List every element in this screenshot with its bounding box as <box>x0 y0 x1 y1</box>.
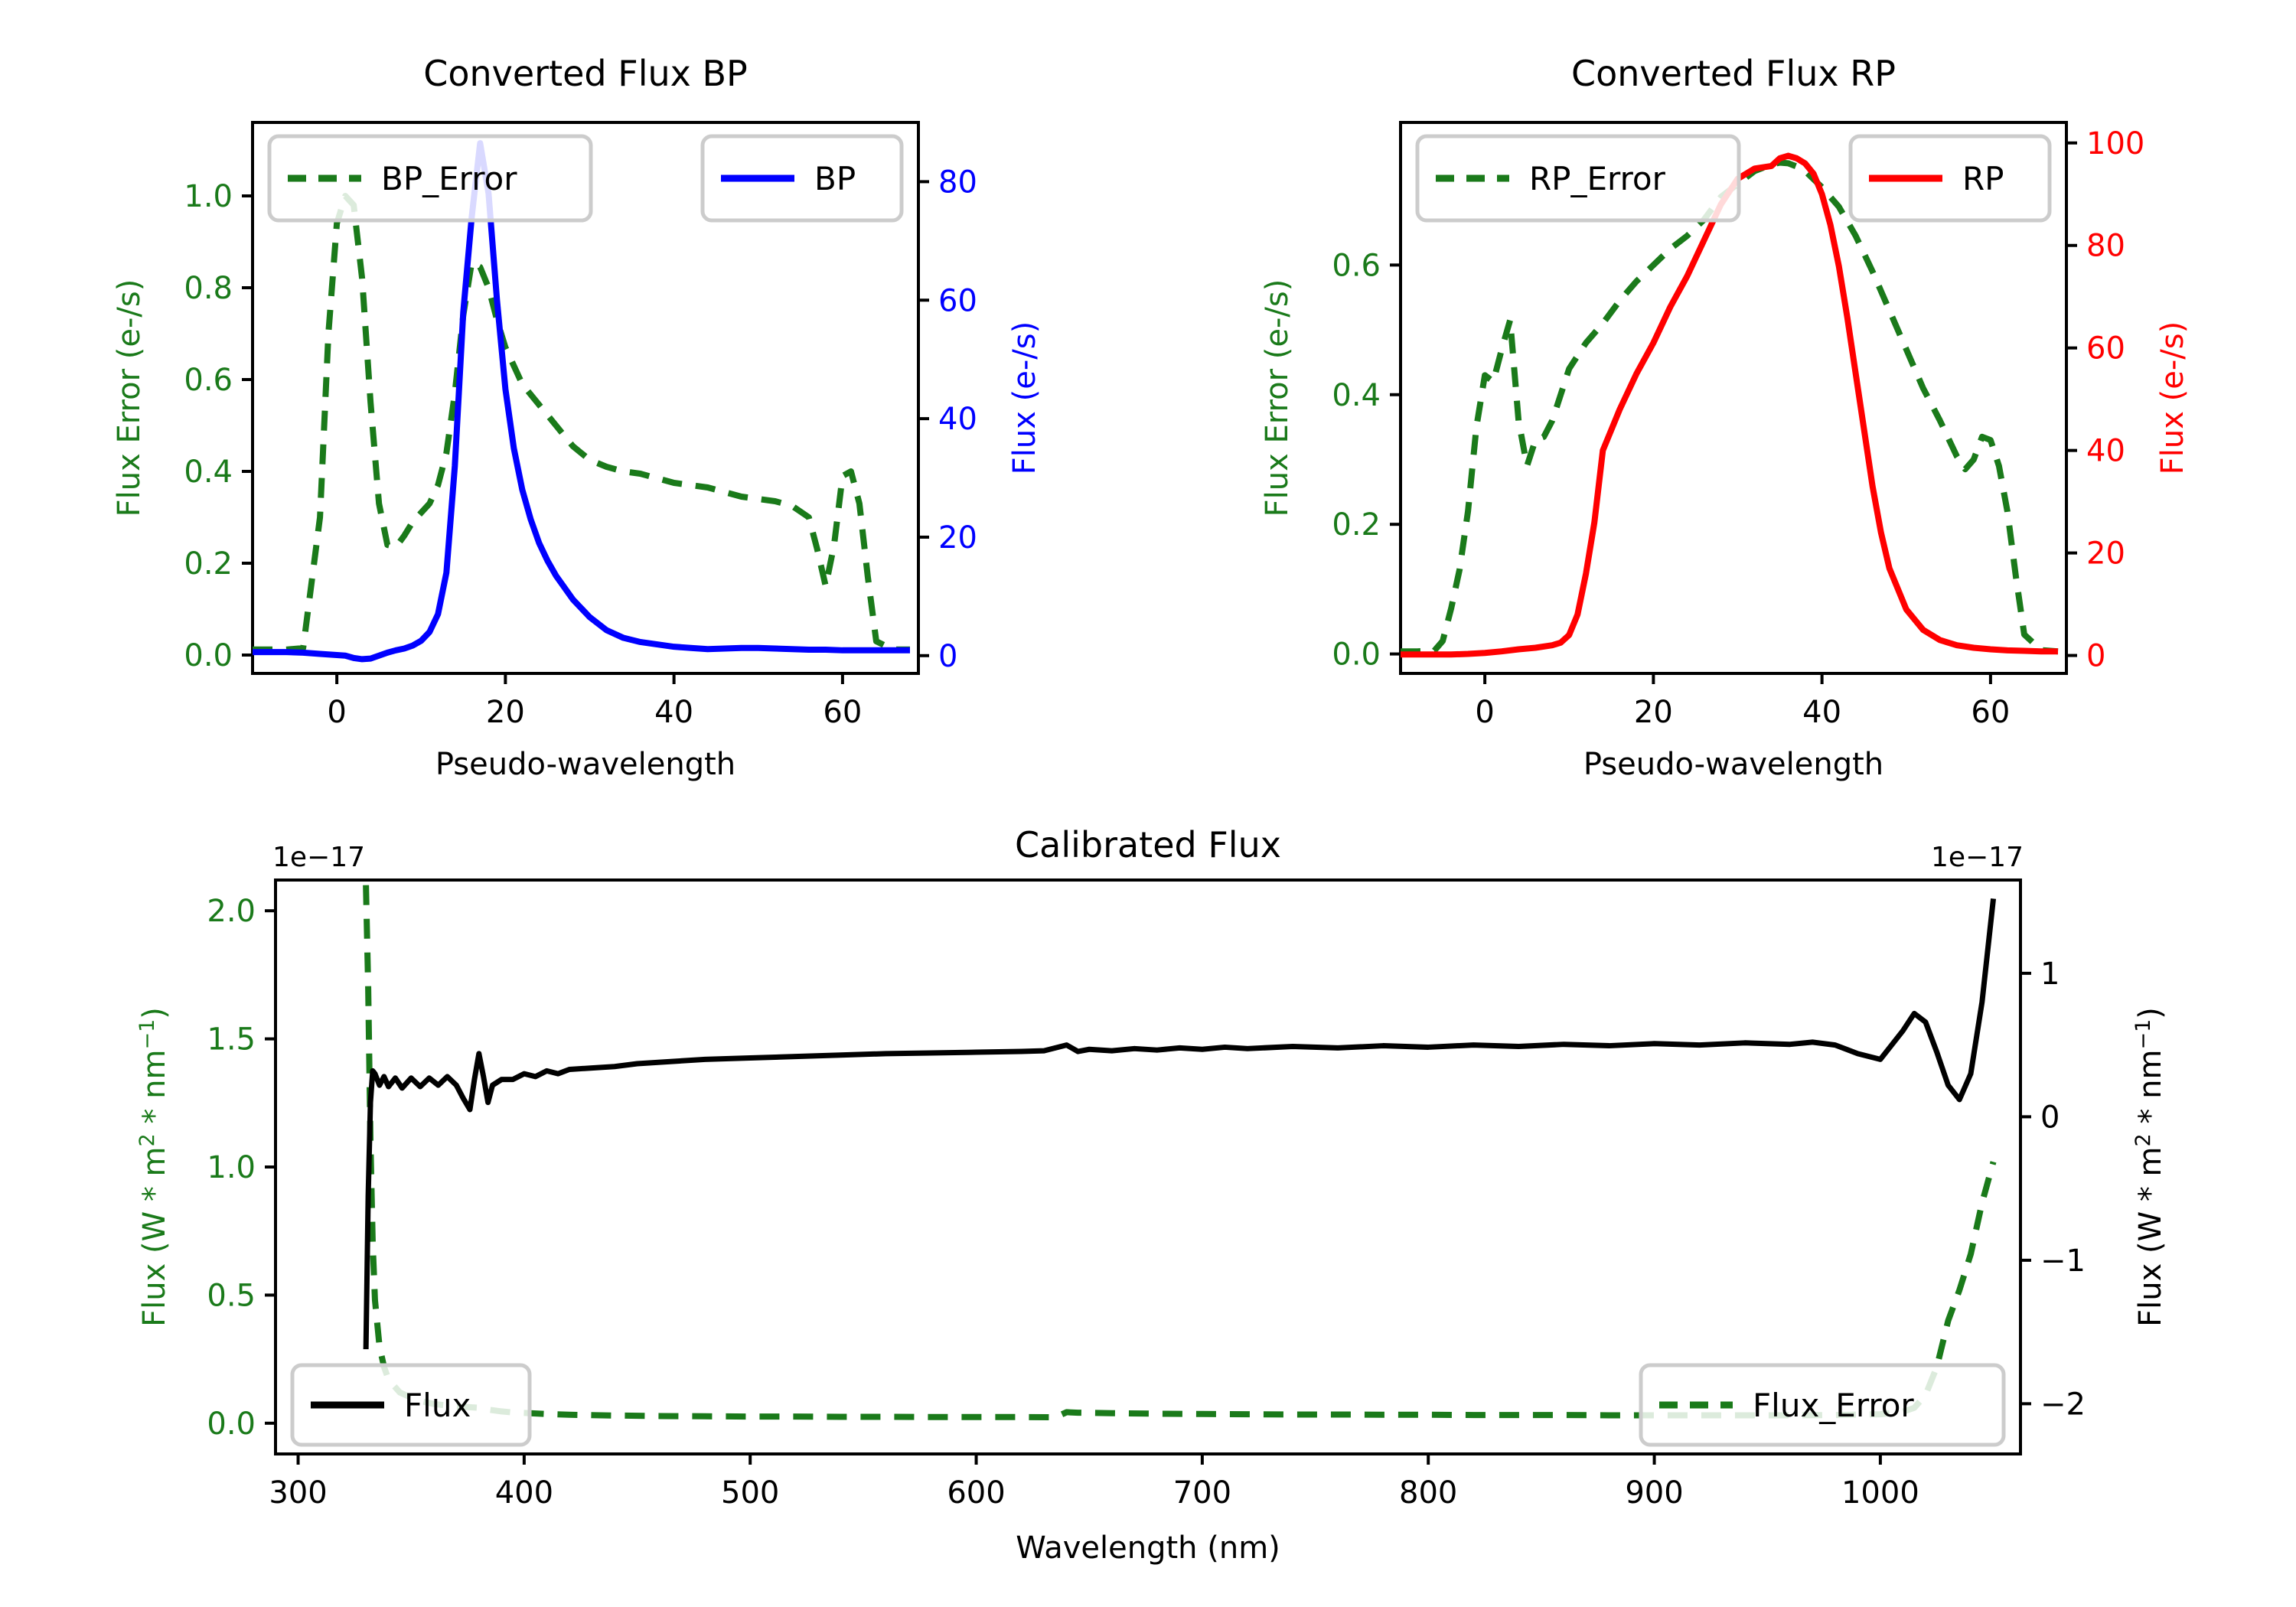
panel-title: Converted Flux BP <box>423 53 748 94</box>
series-group <box>253 140 910 663</box>
y-left-axis-label: Flux (W * m2 * nm−1) <box>135 1007 172 1327</box>
legend-frame <box>700 134 904 223</box>
x-tick-label: 400 <box>495 1475 553 1511</box>
plot-frame <box>1399 121 2068 675</box>
series-rp_error <box>1401 159 2059 655</box>
y-right-tick-label: 100 <box>2086 126 2144 161</box>
y-left-tick-label: 0.4 <box>184 455 233 490</box>
x-axis-label: Pseudo-wavelength <box>435 747 735 782</box>
y-left-axis-label: Flux Error (e-/s) <box>112 279 147 517</box>
series-group <box>1401 152 2059 658</box>
x-tick-label: 900 <box>1625 1475 1683 1511</box>
y-right-axis-label: Flux (W * m2 * nm−1) <box>2131 1007 2168 1327</box>
panel-title: Calibrated Flux <box>1015 824 1281 865</box>
x-tick-label: 0 <box>327 695 346 730</box>
legend-bp[interactable]: BP <box>700 134 904 223</box>
legend-bp_error[interactable]: BP_Error <box>267 134 593 223</box>
x-tick-label: 60 <box>1971 695 2010 730</box>
series-group <box>363 885 1997 1421</box>
legend-frame <box>290 1363 532 1447</box>
panel-converted-flux-rp: Converted Flux RP 0 20 40 60 Pseudo-wavelengt… <box>1260 53 2190 782</box>
y-left-tick-label: 0.0 <box>207 1407 256 1442</box>
legend-label: Flux_Error <box>1753 1387 1914 1424</box>
x-tick-label: 40 <box>654 695 693 730</box>
y-right-tick-label: 60 <box>938 283 977 318</box>
y-right-tick-label: 40 <box>2086 434 2125 469</box>
y-right-axis-label: Flux (e-/s) <box>1007 321 1042 474</box>
y-left-tick-label: 0.0 <box>1332 637 1381 673</box>
legend-frame <box>267 134 593 223</box>
y-right-tick-label: −2 <box>2040 1387 2086 1422</box>
y-right-tick-label: 0 <box>938 639 957 674</box>
legend-label: RP <box>1962 160 2004 197</box>
legend-rp_error[interactable]: RP_Error <box>1415 134 1741 223</box>
plot-frame <box>251 121 920 675</box>
series-flux-error <box>363 885 1997 1421</box>
y-right-tick-label: −1 <box>2040 1244 2086 1279</box>
y-right-tick-label: 60 <box>2086 331 2125 367</box>
x-tick-label: 500 <box>721 1475 779 1511</box>
panel-converted-flux-bp: Converted Flux BP 0 20 40 60 Pseudo-wavelengt… <box>112 53 1042 782</box>
legend-label: BP_Error <box>381 160 517 197</box>
y-left-tick-label: 0.6 <box>1332 248 1381 283</box>
series-flux <box>363 898 1997 1350</box>
axis-label-text: Flux (W * m2 * nm−1) <box>135 1007 172 1327</box>
legend-rp[interactable]: RP <box>1848 134 2052 223</box>
y-left-offset-label: 1e−17 <box>272 842 365 873</box>
y-right-tick-label: 0 <box>2086 639 2105 674</box>
series-bp <box>253 140 910 663</box>
y-left-tick-label: 0.5 <box>207 1278 256 1313</box>
y-right-tick-label: 0 <box>2040 1100 2060 1135</box>
x-axis-label: Pseudo-wavelength <box>1583 747 1883 782</box>
x-tick-label: 700 <box>1173 1475 1231 1511</box>
axis-label-text: Flux (W * m2 * nm−1) <box>2131 1007 2168 1327</box>
y-right-tick-label: 80 <box>2086 229 2125 264</box>
legend-label: RP_Error <box>1529 160 1666 197</box>
legend-flux-error[interactable]: Flux_Error <box>1639 1363 2006 1447</box>
y-right-tick-label: 1 <box>2040 957 2060 992</box>
legend-flux[interactable]: Flux <box>290 1363 532 1447</box>
y-right-tick-label: 40 <box>938 402 977 437</box>
y-right-axis-label: Flux (e-/s) <box>2155 321 2190 474</box>
y-left-tick-label: 0.0 <box>184 638 233 673</box>
y-left-tick-label: 1.0 <box>184 179 233 214</box>
y-left-tick-label: 0.6 <box>184 363 233 398</box>
panel-title: Converted Flux RP <box>1571 53 1896 94</box>
x-tick-label: 600 <box>947 1475 1005 1511</box>
x-tick-label: 300 <box>269 1475 327 1511</box>
series-rp <box>1401 152 2058 658</box>
x-tick-label: 1000 <box>1841 1475 1919 1511</box>
legend-label: Flux <box>404 1387 471 1424</box>
x-tick-label: 20 <box>1634 695 1673 730</box>
y-left-tick-label: 0.2 <box>184 546 233 582</box>
y-left-tick-label: 0.4 <box>1332 378 1381 413</box>
x-tick-label: 60 <box>823 695 862 730</box>
y-left-tick-label: 2.0 <box>207 894 256 929</box>
series-bp_error <box>253 193 910 653</box>
y-right-tick-label: 80 <box>938 165 977 200</box>
x-tick-label: 40 <box>1802 695 1841 730</box>
x-tick-label: 800 <box>1399 1475 1457 1511</box>
y-left-axis-label: Flux Error (e-/s) <box>1260 279 1295 517</box>
y-left-tick-label: 0.8 <box>184 271 233 306</box>
y-right-tick-label: 20 <box>938 520 977 556</box>
legend-label: BP <box>814 160 856 197</box>
x-tick-label: 20 <box>486 695 525 730</box>
y-left-tick-label: 0.2 <box>1332 507 1381 543</box>
y-right-offset-label: 1e−17 <box>1931 842 2024 873</box>
x-axis-label: Wavelength (nm) <box>1016 1530 1280 1566</box>
legend-frame <box>1639 1363 2006 1447</box>
y-left-tick-label: 1.0 <box>207 1150 256 1185</box>
panel-calibrated-flux: Calibrated Flux 1e−17 1e−17 300 400 500 600 700… <box>135 824 2168 1566</box>
y-right-tick-label: 20 <box>2086 536 2125 572</box>
legend-frame <box>1848 134 2052 223</box>
y-left-tick-label: 1.5 <box>207 1022 256 1058</box>
legend-frame <box>1415 134 1741 223</box>
x-tick-label: 0 <box>1475 695 1494 730</box>
